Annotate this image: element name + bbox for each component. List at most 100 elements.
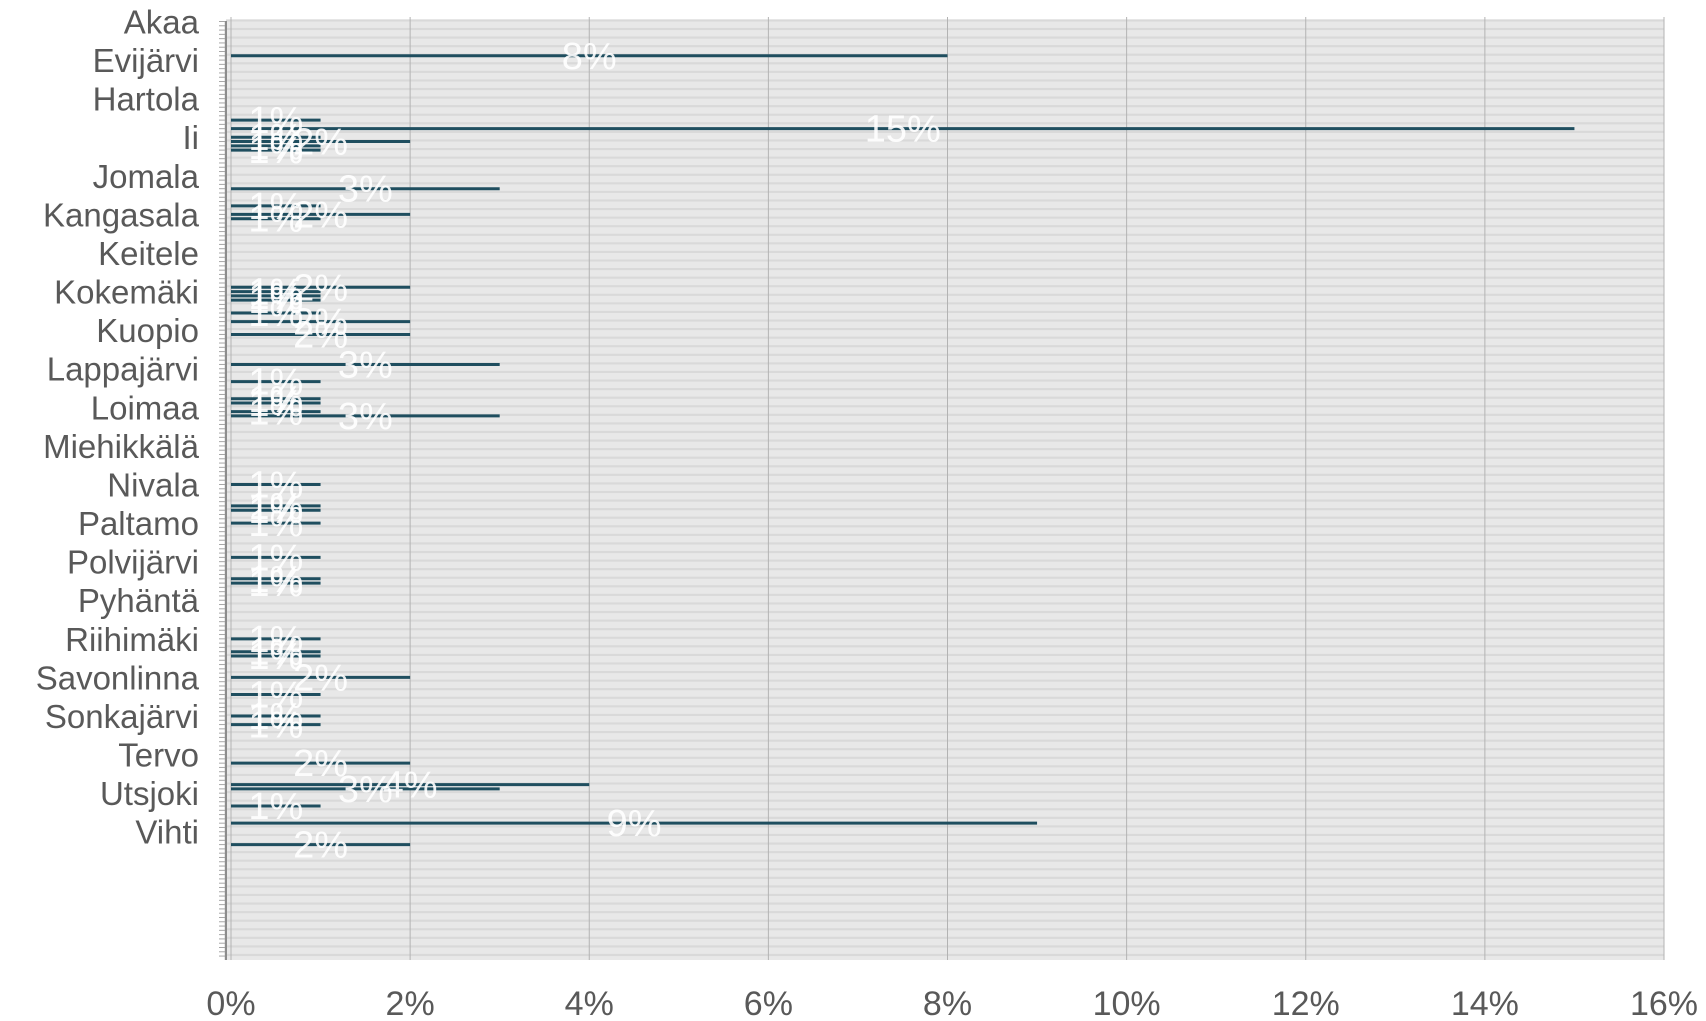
bar-value-label: 1%: [248, 100, 303, 142]
x-tick-label: 14%: [1451, 985, 1519, 1021]
row-stripe: [226, 756, 1664, 759]
y-category-label: Kokemäki: [54, 274, 199, 311]
row-stripe: [226, 439, 1664, 442]
row-stripe: [226, 422, 1664, 425]
row-stripe: [226, 876, 1664, 879]
row-stripe: [226, 87, 1664, 91]
row-stripe: [226, 765, 1664, 768]
row-stripe: [226, 833, 1664, 837]
bar-value-label: 1%: [248, 705, 303, 747]
row-stripe: [226, 473, 1664, 476]
row-stripe: [226, 911, 1664, 914]
y-category-label: Evijärvi: [93, 42, 199, 79]
row-stripe: [226, 619, 1664, 622]
y-category-label: Pyhäntä: [78, 582, 200, 619]
row-stripe: [226, 868, 1664, 871]
bars: [231, 54, 1575, 847]
row-stripe: [226, 199, 1664, 202]
row-stripe: [226, 508, 1664, 511]
y-axis-ticks: [219, 21, 226, 957]
bar-value-label: 1%: [248, 619, 303, 661]
row-stripe: [226, 542, 1664, 545]
x-tick-label: 16%: [1630, 985, 1698, 1021]
row-stripe: [226, 27, 1664, 31]
bar-value-label: 1%: [248, 186, 303, 228]
row-stripe: [226, 499, 1664, 502]
bar-value-label: 3%: [338, 344, 393, 386]
row-stripe: [226, 122, 1664, 125]
row-stripe: [226, 799, 1664, 802]
bar-value-label: 2%: [293, 825, 348, 867]
row-stripe: [226, 953, 1664, 957]
row-stripe: [226, 713, 1664, 716]
row-stripe: [226, 645, 1664, 648]
bar-value-label: 9%: [607, 803, 662, 845]
bar-value-label: 1%: [248, 379, 303, 421]
row-stripe: [226, 893, 1664, 897]
data-labels: 8%1% 15%1%2%1%1%3%1%2%1%2%1%1%1%1%2%2%3%1…: [248, 36, 940, 867]
row-stripe: [226, 233, 1664, 236]
bar-value-label: 3%: [338, 396, 393, 438]
row-stripe: [226, 285, 1664, 288]
row-stripe: [226, 585, 1664, 588]
row-stripe: [226, 602, 1664, 605]
row-stripe: [226, 662, 1664, 665]
y-axis-labels: AkaaEvijärviHartolaIiJomalaKangasalaKeit…: [36, 4, 200, 851]
row-stripe: [226, 448, 1664, 451]
y-category-label: Vihti: [135, 814, 199, 851]
bar-value-label: 1%: [248, 199, 303, 241]
row-stripe: [226, 550, 1664, 554]
bar-value-label: 1%: [248, 362, 303, 404]
row-stripe: [226, 730, 1664, 734]
row-stripe: [226, 945, 1664, 948]
plot-background: [224, 21, 1664, 960]
x-tick-label: 12%: [1272, 985, 1340, 1021]
bar-value-label: 8%: [562, 36, 617, 78]
row-stripe: [226, 816, 1664, 819]
row-stripe: [226, 842, 1664, 845]
bar-value-label: 1%: [248, 272, 303, 314]
y-category-label: Loimaa: [91, 389, 200, 426]
row-stripe: [226, 653, 1664, 656]
row-stripe: [226, 216, 1664, 219]
row-stripe: [226, 242, 1664, 245]
bar-value-label: 1%: [248, 392, 303, 434]
y-category-label: Keitele: [98, 235, 199, 272]
row-stripe: [226, 268, 1664, 271]
row-stripe: [226, 70, 1664, 73]
y-category-label: Lappajärvi: [47, 351, 199, 388]
row-stripe: [226, 885, 1664, 888]
row-stripe: [226, 190, 1664, 193]
row-stripe: [226, 147, 1664, 151]
bar-value-label: 2%: [293, 743, 348, 785]
x-tick-label: 4%: [565, 985, 614, 1021]
row-stripe: [226, 336, 1664, 339]
row-stripe: [226, 96, 1664, 99]
y-category-label: Sonkajärvi: [45, 698, 199, 735]
y-category-label: Tervo: [118, 737, 199, 774]
y-category-label: Utsjoki: [100, 775, 199, 812]
row-stripe: [226, 156, 1664, 159]
row-stripe: [226, 259, 1664, 262]
row-stripe: [226, 105, 1664, 108]
row-stripe: [226, 379, 1664, 382]
bar-value-label: 4%: [383, 765, 438, 807]
bar-value-label: 2%: [293, 267, 348, 309]
x-tick-label: 0%: [206, 985, 255, 1021]
row-stripe: [226, 516, 1664, 519]
row-stripe: [226, 610, 1664, 614]
row-stripe: [226, 165, 1664, 168]
row-stripe: [226, 919, 1664, 922]
bar-value-label: 1%: [248, 126, 303, 168]
row-stripe: [226, 173, 1664, 176]
bar-value-label: 1%: [248, 696, 303, 738]
row-stripe: [226, 791, 1664, 794]
y-category-label: Ii: [183, 119, 200, 156]
row-stripe: [226, 808, 1664, 811]
row-stripe: [226, 302, 1664, 305]
x-tick-label: 10%: [1093, 985, 1161, 1021]
row-stripe: [226, 362, 1664, 365]
row-stripe: [226, 748, 1664, 751]
y-category-label: Savonlinna: [36, 659, 200, 696]
y-category-label: Jomala: [93, 158, 200, 195]
